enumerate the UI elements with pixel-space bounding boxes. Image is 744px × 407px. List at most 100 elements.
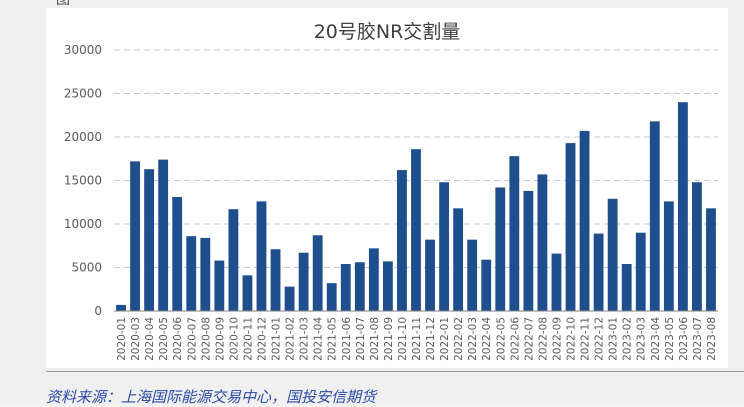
x-tick-label: 2022-06 (509, 317, 521, 361)
bar-2022-12 (593, 233, 604, 311)
y-axis-tick-labels: 0 5000 10000 15000 20000 25000 30000 (64, 43, 102, 318)
bar-2020-10 (228, 209, 239, 311)
x-tick-label: 2021-08 (369, 317, 381, 361)
bar-2020-12 (256, 201, 267, 311)
y-tick-label: 0 (94, 304, 102, 318)
x-tick-label: 2021-04 (313, 317, 325, 361)
x-tick-label: 2021-05 (327, 317, 339, 361)
bar-2022-10 (565, 143, 576, 311)
x-tick-label: 2021-12 (425, 317, 437, 361)
y-tick-label: 30000 (64, 43, 102, 57)
y-tick-label: 10000 (64, 217, 102, 231)
bar-2020-11 (242, 275, 253, 311)
x-tick-label: 2022-10 (566, 317, 578, 361)
bar-2022-02 (453, 208, 464, 311)
x-tick-label: 2021-09 (383, 317, 395, 361)
bar-2021-09 (382, 261, 393, 311)
bar-2023-02 (621, 264, 632, 311)
x-tick-label: 2021-06 (341, 317, 353, 361)
bar-2021-01 (270, 249, 281, 311)
bar-2021-08 (368, 248, 379, 311)
bar-2023-05 (663, 201, 674, 311)
bar-2020-04 (144, 169, 155, 311)
x-tick-label: 2020-11 (242, 317, 254, 361)
x-tick-label: 2023-01 (608, 317, 620, 361)
bar-2022-03 (467, 239, 478, 311)
chart-panel: 20号胶NR交割量 0 5000 10000 15000 20000 25000 30000… (46, 8, 728, 368)
bar-2021-02 (284, 286, 295, 311)
x-tick-label: 2023-05 (664, 317, 676, 361)
x-tick-label: 2023-03 (636, 317, 648, 361)
x-tick-label: 2021-11 (411, 317, 423, 361)
bar-2020-06 (172, 197, 183, 311)
x-tick-label: 2022-05 (495, 317, 507, 361)
bar-2020-03 (130, 161, 140, 311)
x-tick-label: 2020-12 (256, 317, 268, 361)
bar-2021-04 (312, 235, 323, 311)
bars (116, 102, 716, 311)
x-tick-label: 2020-05 (158, 317, 170, 361)
y-tick-label: 5000 (71, 261, 102, 275)
y-tick-label: 15000 (64, 174, 102, 188)
bar-2021-11 (411, 149, 421, 311)
bar-2023-07 (692, 182, 702, 311)
chart-title: 20号胶NR交割量 (314, 21, 461, 43)
x-tick-label: 2022-11 (580, 317, 592, 361)
bar-2020-09 (214, 260, 225, 311)
x-tick-label: 2022-02 (453, 317, 465, 361)
bar-2022-04 (481, 259, 492, 311)
bar-2023-03 (635, 232, 646, 311)
x-tick-label: 2020-01 (116, 317, 128, 361)
x-tick-label: 2021-01 (271, 317, 283, 361)
bar-2022-09 (551, 253, 562, 311)
bar-2021-12 (425, 239, 435, 311)
bar-2022-11 (579, 130, 590, 311)
x-tick-label: 2020-04 (144, 317, 156, 361)
bar-2020-08 (200, 237, 211, 311)
x-tick-label: 2020-09 (214, 317, 226, 361)
bar-2020-01 (116, 304, 126, 311)
x-tick-label: 2021-03 (299, 317, 311, 361)
x-tick-label: 2020-08 (200, 317, 212, 361)
y-tick-label: 25000 (64, 87, 102, 101)
x-tick-label: 2021-02 (285, 317, 297, 361)
bar-2021-06 (340, 264, 351, 311)
bar-2021-07 (354, 262, 365, 311)
bar-2023-04 (649, 121, 660, 311)
x-tick-label: 2023-08 (706, 317, 718, 361)
source-note: 资料来源：上海国际能源交易中心，国投安信期货 (46, 388, 377, 406)
x-tick-label: 2023-07 (692, 317, 704, 361)
bar-2022-08 (537, 174, 548, 311)
bar-chart: 20号胶NR交割量 0 5000 10000 15000 20000 25000 30000… (64, 21, 718, 361)
bar-2022-01 (439, 182, 450, 311)
x-tick-label: 2023-04 (650, 317, 662, 361)
x-tick-label: 2023-06 (678, 317, 690, 361)
bar-2022-05 (495, 187, 506, 311)
x-tick-label: 2022-07 (523, 317, 535, 361)
x-tick-label: 2022-01 (439, 317, 451, 361)
bar-2022-07 (523, 190, 534, 311)
bar-2021-05 (326, 283, 337, 311)
x-tick-label: 2022-04 (481, 317, 493, 361)
x-tick-label: 2023-02 (622, 317, 634, 361)
x-tick-label: 2020-03 (130, 317, 142, 361)
bar-2020-05 (158, 159, 169, 311)
x-tick-label: 2021-10 (397, 317, 409, 361)
y-tick-label: 20000 (64, 130, 102, 144)
bar-2023-08 (706, 208, 716, 311)
bar-2021-10 (397, 170, 407, 311)
x-tick-label: 2020-10 (228, 317, 240, 361)
x-tick-label: 2020-07 (186, 317, 198, 361)
bar-2022-06 (509, 156, 520, 311)
bar-2023-06 (677, 102, 688, 311)
x-tick-label: 2022-03 (467, 317, 479, 361)
x-tick-label: 2022-08 (537, 317, 549, 361)
x-tick-label: 2020-06 (172, 317, 184, 361)
x-tick-label: 2021-07 (355, 317, 367, 361)
bar-2021-03 (298, 252, 309, 311)
header-cut-text: 图 (56, 0, 70, 8)
x-tick-label: 2022-09 (551, 317, 563, 361)
x-axis-tick-labels: 2020-01 2020-03 2020-04 2020-05 2020-06 2020-… (116, 317, 718, 361)
x-tick-label: 2022-12 (594, 317, 606, 361)
bar-2023-01 (607, 198, 618, 311)
